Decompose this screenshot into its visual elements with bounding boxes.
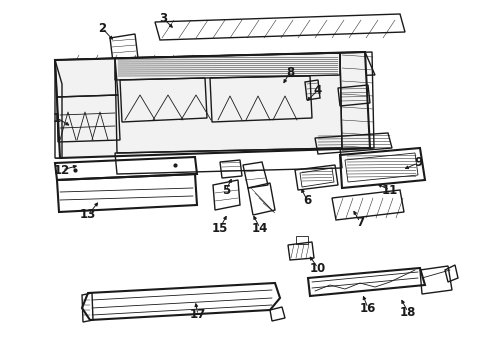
Text: 2: 2	[98, 22, 106, 35]
Text: 14: 14	[252, 221, 268, 234]
Text: 5: 5	[222, 184, 230, 197]
Text: 17: 17	[190, 309, 206, 321]
Polygon shape	[55, 52, 375, 84]
Text: 4: 4	[314, 84, 322, 96]
Text: 7: 7	[356, 216, 364, 229]
Text: 12: 12	[54, 163, 70, 176]
Text: 13: 13	[80, 208, 96, 221]
Bar	[296, 236, 308, 244]
Text: 16: 16	[360, 302, 376, 315]
Text: 1: 1	[53, 112, 61, 125]
Bar	[155, 103, 173, 113]
Text: 6: 6	[303, 194, 311, 207]
Bar	[130, 103, 148, 113]
Polygon shape	[55, 52, 370, 158]
Text: 18: 18	[400, 306, 416, 319]
Text: 10: 10	[310, 261, 326, 274]
Text: 11: 11	[382, 184, 398, 197]
Text: 3: 3	[159, 12, 167, 24]
Bar	[178, 103, 196, 113]
Text: 9: 9	[414, 157, 422, 170]
Text: 15: 15	[212, 221, 228, 234]
Text: 8: 8	[286, 66, 294, 78]
